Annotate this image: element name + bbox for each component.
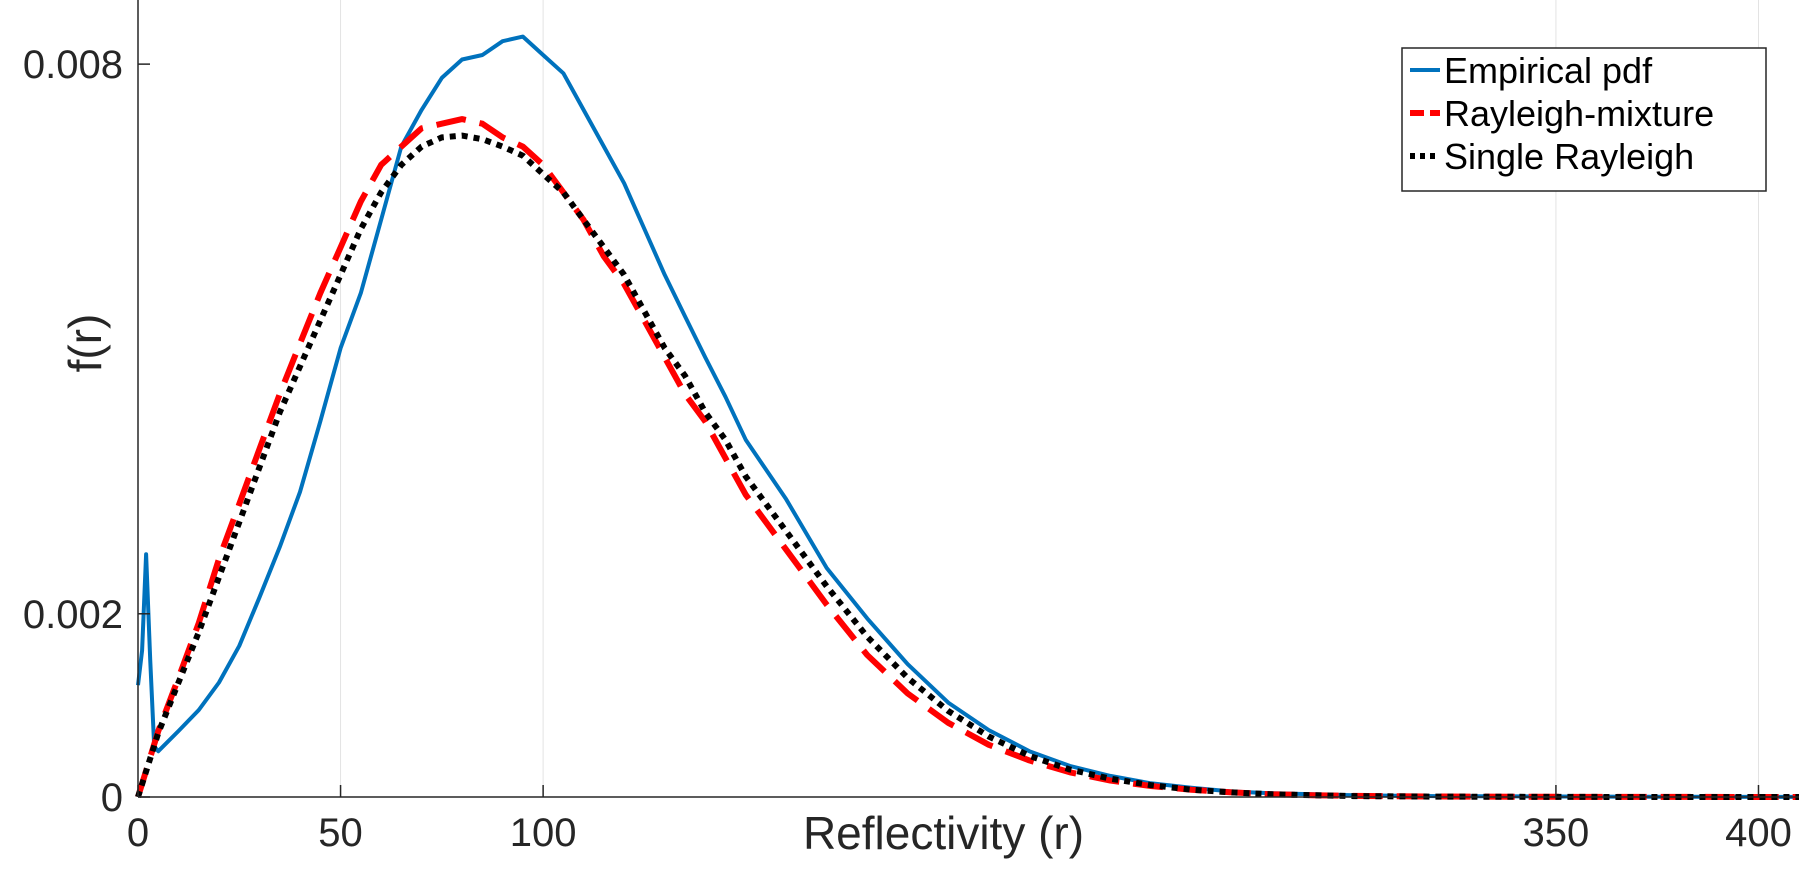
legend-label: Empirical pdf — [1444, 50, 1653, 91]
x-tick-label: 350 — [1523, 811, 1590, 855]
y-axis-label: f(r) — [59, 314, 111, 373]
x-tick-label: 50 — [318, 811, 363, 855]
y-tick-label: 0 — [101, 776, 123, 820]
series-line-3 — [135, 132, 1799, 800]
legend-label: Single Rayleigh — [1444, 136, 1694, 177]
y-tick-label: 0.008 — [23, 43, 123, 87]
legend-label: Rayleigh-mixture — [1444, 93, 1714, 134]
x-axis-label: Reflectivity (r) — [803, 807, 1084, 859]
x-tick-label: 100 — [510, 811, 577, 855]
x-tick-label: 400 — [1725, 811, 1792, 855]
x-tick-label: 0 — [127, 811, 149, 855]
axes — [137, 0, 1799, 798]
series-lines — [135, 34, 1799, 800]
y-tick-label: 0.002 — [23, 593, 123, 637]
tick-labels: 0 50 100 350 400 0 0.002 0.008 — [23, 43, 1792, 855]
series-line-2 — [135, 116, 1799, 800]
legend-box — [1401, 47, 1767, 192]
